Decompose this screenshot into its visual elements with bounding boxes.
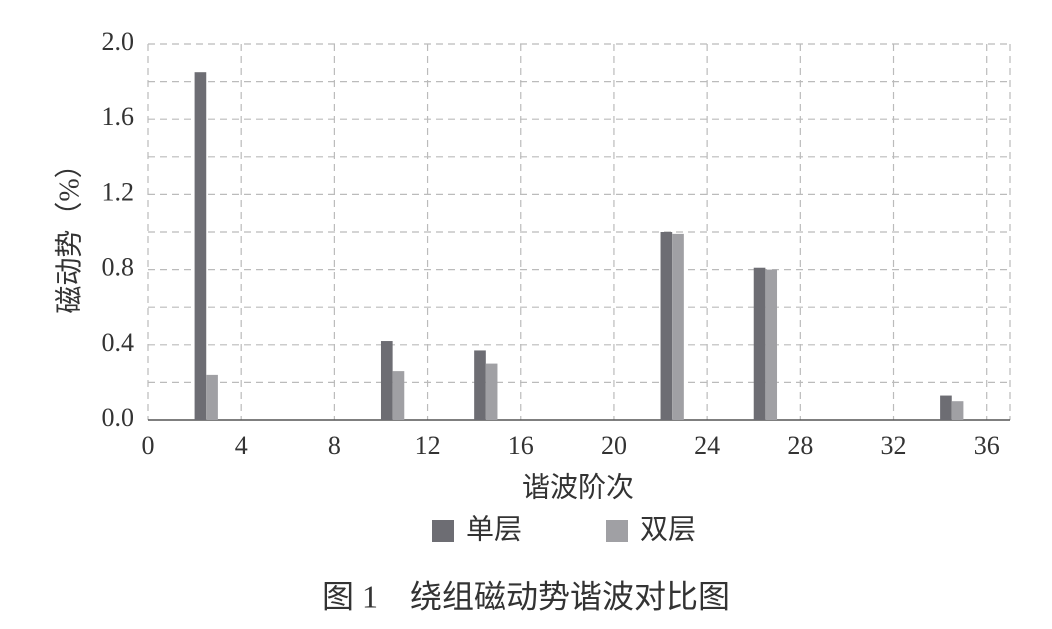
x-tick-label: 36 bbox=[974, 431, 1000, 460]
y-tick-label: 1.6 bbox=[102, 102, 135, 131]
legend-swatch bbox=[432, 520, 454, 542]
y-tick-label: 0.4 bbox=[102, 328, 135, 357]
bar bbox=[940, 395, 952, 420]
bar bbox=[194, 72, 207, 420]
x-tick-label: 24 bbox=[694, 431, 720, 460]
legend-label: 双层 bbox=[640, 514, 696, 545]
bar bbox=[765, 269, 778, 420]
y-tick-label: 1.2 bbox=[102, 177, 135, 206]
bar bbox=[672, 233, 684, 420]
x-tick-label: 28 bbox=[787, 431, 813, 460]
bar bbox=[392, 371, 405, 420]
x-tick-label: 32 bbox=[881, 431, 907, 460]
y-tick-label: 0.8 bbox=[102, 253, 135, 282]
x-tick-label: 12 bbox=[415, 431, 441, 460]
bar bbox=[951, 401, 964, 420]
x-axis-label: 谐波阶次 bbox=[522, 471, 634, 503]
legend-label: 单层 bbox=[466, 513, 522, 545]
bar bbox=[753, 267, 766, 420]
bar bbox=[660, 232, 673, 420]
legend-swatch bbox=[606, 520, 628, 542]
bar bbox=[485, 363, 498, 420]
x-tick-label: 8 bbox=[328, 431, 341, 460]
bar bbox=[474, 350, 486, 420]
x-tick-label: 16 bbox=[508, 431, 534, 460]
y-axis-label: 磁动势（%） bbox=[53, 150, 85, 313]
y-tick-label: 0.0 bbox=[102, 403, 135, 432]
bar bbox=[380, 341, 393, 420]
bar bbox=[206, 374, 218, 420]
x-tick-label: 20 bbox=[601, 431, 627, 460]
x-tick-label: 0 bbox=[142, 431, 155, 460]
x-tick-label: 4 bbox=[235, 431, 248, 460]
y-tick-label: 2.0 bbox=[102, 27, 135, 56]
caption: 图 1 绕组磁动势谐波对比图 bbox=[322, 578, 730, 614]
